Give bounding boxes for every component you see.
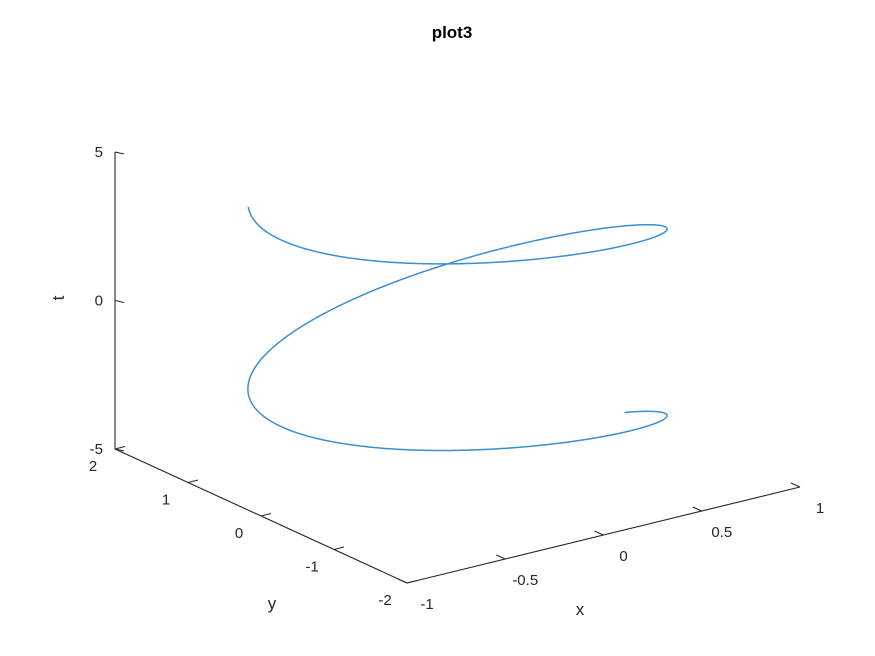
y-tick-mark (114, 445, 126, 450)
y-axis-label: y (268, 594, 277, 613)
plot-axes: -1 -0.5 0 0.5 1 -2 -1 0 1 2-5 0 5 (89, 144, 824, 613)
curve-layer (247, 206, 668, 452)
x-tick-label: 0.5 (711, 524, 732, 541)
x-tick-label: -0.5 (512, 572, 538, 589)
x-tick-mark (692, 506, 702, 512)
y-tick-label: 1 (162, 492, 170, 509)
t-tick-mark (114, 448, 125, 452)
x-tick-mark (790, 482, 801, 488)
chart-title: plot3 (432, 23, 473, 42)
t-axis-label: t (49, 295, 68, 300)
y-tick-label: 0 (235, 525, 243, 542)
x-tick-label: -1 (420, 596, 433, 613)
t-tick-label: -5 (90, 441, 103, 458)
y-tick-label: -1 (305, 559, 318, 576)
t-tick-mark (114, 151, 125, 155)
x-tick-label: 1 (816, 500, 824, 517)
y-tick-mark (260, 512, 272, 517)
y-tick-mark (333, 546, 345, 551)
x-tick-mark (496, 554, 506, 560)
t-tick-label: 5 (95, 144, 103, 161)
x-axis-label: x (576, 600, 585, 619)
t-tick-label: 0 (95, 293, 103, 310)
x-tick-mark (397, 578, 408, 584)
y-tick-label: -2 (378, 592, 391, 609)
y-tick-mark (187, 479, 199, 484)
x-tick-mark (594, 530, 604, 536)
series-line (247, 206, 668, 452)
x-tick-label: 0 (619, 548, 627, 565)
y-tick-label: 2 (89, 458, 97, 475)
t-tick-mark (114, 299, 125, 304)
y-tick-mark (406, 579, 418, 584)
